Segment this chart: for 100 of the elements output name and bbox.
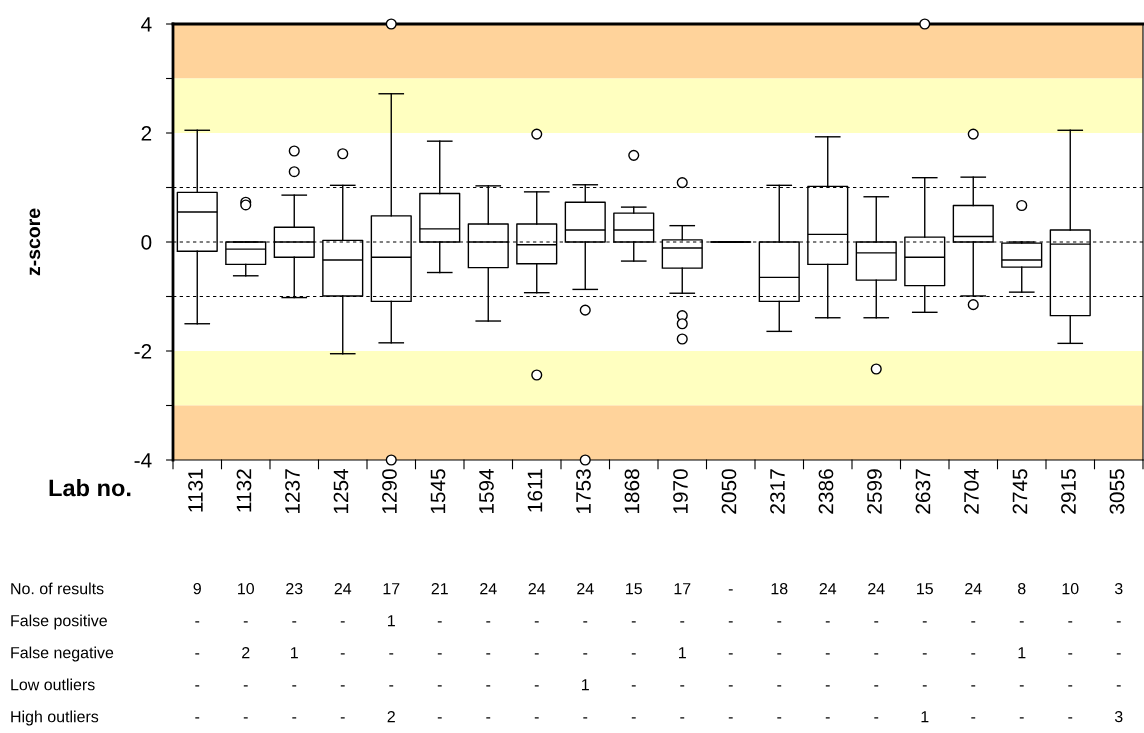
text: - <box>922 653 927 655</box>
text: - <box>486 717 491 719</box>
text: 15 <box>626 583 642 595</box>
text: 1 <box>679 647 686 659</box>
text: 24 <box>528 582 546 595</box>
text: - <box>195 621 200 623</box>
text: 2 <box>387 710 395 723</box>
x-tick-label: 2386 <box>818 469 834 514</box>
text: - <box>195 653 200 655</box>
y-tick-label: 4 <box>141 17 152 32</box>
text: - <box>777 621 782 623</box>
text: 24 <box>965 582 982 595</box>
text: - <box>437 717 442 719</box>
text: 23 <box>286 582 303 595</box>
x-tick-label: 3055 <box>1109 469 1125 514</box>
text: - <box>340 653 345 655</box>
x-tick-label: 2637 <box>915 469 931 514</box>
text: - <box>971 621 976 623</box>
text: 24 <box>480 582 497 595</box>
text: - <box>777 685 782 687</box>
text: - <box>340 717 345 719</box>
x-tick-label: 1594 <box>479 468 494 514</box>
text: 24 <box>819 582 837 595</box>
text: - <box>292 621 297 623</box>
y-axis-title: z-score <box>29 208 41 276</box>
text: - <box>1068 653 1073 655</box>
text: - <box>971 685 976 687</box>
x-tick-label: 2704 <box>964 468 979 514</box>
text: - <box>728 717 733 719</box>
text: - <box>486 653 491 655</box>
text: - <box>243 621 248 623</box>
text: 17 <box>674 583 691 595</box>
text: False negative <box>11 646 114 662</box>
x-tick-label: 1545 <box>430 469 446 514</box>
text: 3 <box>1114 710 1123 723</box>
text: - <box>922 621 927 623</box>
text: - <box>1116 621 1121 623</box>
text: 24 <box>577 582 594 595</box>
text: 10 <box>238 582 255 595</box>
text: - <box>1116 685 1121 687</box>
text: 2 <box>242 646 250 659</box>
text: - <box>777 653 782 655</box>
text: - <box>874 717 879 719</box>
text: - <box>971 717 976 719</box>
text: - <box>680 621 685 623</box>
text: - <box>437 621 442 623</box>
text: - <box>583 621 588 623</box>
x-tick-label: 1132 <box>236 469 252 512</box>
x-tick-label: 1868 <box>624 469 640 514</box>
text: No. of results <box>11 582 104 595</box>
text: - <box>534 621 539 623</box>
x-tick-label: 2317 <box>770 469 785 514</box>
text: - <box>874 653 879 655</box>
x-axis-title: Lab no. <box>49 478 131 497</box>
text: Low outliers <box>11 678 95 691</box>
text: 9 <box>193 582 201 595</box>
text: - <box>825 685 830 687</box>
text: - <box>922 685 927 687</box>
y-tick-label: 0 <box>141 235 152 250</box>
text: - <box>631 685 636 687</box>
text: - <box>825 717 830 719</box>
text: - <box>971 653 976 655</box>
text: - <box>1019 685 1024 687</box>
text: - <box>680 717 685 719</box>
text: - <box>825 621 830 623</box>
text: 1 <box>921 711 929 723</box>
x-tick-label: 1611 <box>527 469 543 512</box>
text: False positive <box>11 614 107 630</box>
text: 3 <box>1114 582 1123 595</box>
text: 24 <box>868 582 885 595</box>
text: - <box>340 685 345 687</box>
text: - <box>243 717 248 719</box>
text: - <box>1068 685 1073 687</box>
y-tick-label: 2 <box>141 126 152 141</box>
text: 1 <box>388 615 395 627</box>
text: - <box>534 685 539 687</box>
text: - <box>195 685 200 687</box>
text: - <box>728 621 733 623</box>
text: - <box>583 717 588 719</box>
y-tick-label: -2 <box>134 344 152 359</box>
x-tick-label: 1290 <box>382 469 397 514</box>
text: 1 <box>291 647 298 659</box>
text: 24 <box>334 582 352 595</box>
text: - <box>631 621 636 623</box>
text: - <box>437 685 442 687</box>
text: - <box>728 653 733 655</box>
text: 18 <box>771 582 788 595</box>
text: - <box>1068 621 1073 623</box>
y-tick-label: -4 <box>134 453 152 468</box>
text: - <box>728 589 733 591</box>
x-tick-label: 1131 <box>188 469 203 512</box>
text: - <box>680 685 685 687</box>
text: 21 <box>431 582 448 595</box>
text: 8 <box>1018 582 1026 595</box>
text: - <box>1116 653 1121 655</box>
x-tick-label: 2599 <box>867 469 882 514</box>
text: High outliers <box>11 710 99 726</box>
text: - <box>1068 717 1073 719</box>
x-tick-label: 1970 <box>673 469 688 514</box>
text: - <box>340 621 345 623</box>
